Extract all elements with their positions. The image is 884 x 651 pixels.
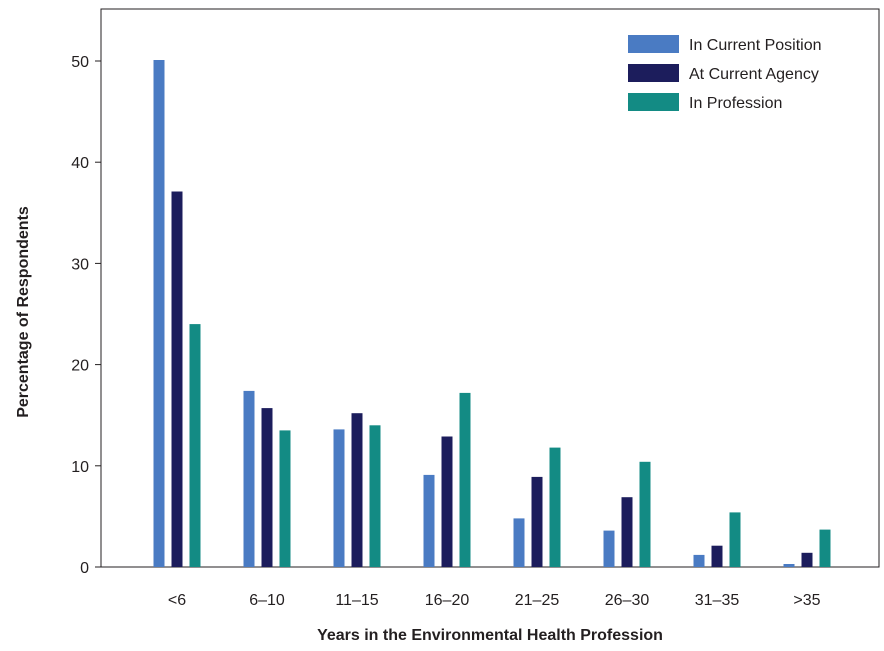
y-axis-title: Percentage of Respondents xyxy=(15,206,32,418)
x-tick-label: 26–30 xyxy=(605,592,650,609)
bar-in-profession-3 xyxy=(459,392,471,567)
y-tick-label: 50 xyxy=(71,54,89,71)
x-tick-label: 11–15 xyxy=(335,592,378,609)
legend-label: In Profession xyxy=(689,95,782,112)
y-axis-ticks: 0 10 20 30 40 50 xyxy=(71,54,101,577)
x-tick-label: 6–10 xyxy=(249,592,285,609)
bar-in-current-position-0 xyxy=(153,60,165,567)
bar-in-profession-0 xyxy=(189,324,201,567)
bar-in-current-position-4 xyxy=(513,518,525,567)
y-tick-label: 40 xyxy=(71,155,89,172)
legend-swatch xyxy=(628,93,679,111)
bar-in-profession-1 xyxy=(279,430,291,567)
y-tick-label: 0 xyxy=(80,560,89,577)
bar-at-current-agency-6 xyxy=(711,545,723,567)
legend-label: In Current Position xyxy=(689,37,822,54)
bar-at-current-agency-4 xyxy=(531,476,543,567)
bar-at-current-agency-5 xyxy=(621,497,633,567)
y-tick-label: 30 xyxy=(71,256,89,273)
bar-at-current-agency-1 xyxy=(261,408,273,567)
legend-swatch xyxy=(628,64,679,82)
y-tick-label: 20 xyxy=(71,358,89,375)
bar-in-current-position-5 xyxy=(603,530,615,567)
bar-at-current-agency-7 xyxy=(801,552,813,567)
bar-in-profession-6 xyxy=(729,512,741,567)
bar-at-current-agency-2 xyxy=(351,413,363,567)
bar-in-current-position-2 xyxy=(333,429,345,567)
x-tick-label: <6 xyxy=(168,592,186,609)
legend-label: At Current Agency xyxy=(689,66,819,83)
legend: In Current Position At Current Agency In P… xyxy=(628,35,822,112)
x-tick-label: 21–25 xyxy=(515,592,560,609)
bar-in-profession-5 xyxy=(639,461,651,567)
bar-in-profession-4 xyxy=(549,447,561,567)
bars-group xyxy=(153,60,831,567)
bar-in-profession-7 xyxy=(819,529,831,567)
legend-swatch xyxy=(628,35,679,53)
y-tick-label: 10 xyxy=(71,459,89,476)
bar-at-current-agency-3 xyxy=(441,436,453,567)
bar-in-current-position-6 xyxy=(693,554,705,567)
plot-frame xyxy=(100,8,880,568)
bar-at-current-agency-0 xyxy=(171,191,183,567)
x-tick-label: 16–20 xyxy=(425,592,470,609)
x-tick-label: 31–35 xyxy=(695,592,740,609)
x-axis-title: Years in the Environmental Health Profes… xyxy=(317,627,663,644)
bar-in-current-position-1 xyxy=(243,390,255,567)
x-axis-ticks: <6 6–10 11–15 16–20 21–25 26–30 31–35 >35 xyxy=(168,592,821,609)
x-tick-label: >35 xyxy=(793,592,820,609)
bar-in-current-position-7 xyxy=(783,564,795,567)
bar-in-profession-2 xyxy=(369,425,381,567)
bar-in-current-position-3 xyxy=(423,474,435,567)
